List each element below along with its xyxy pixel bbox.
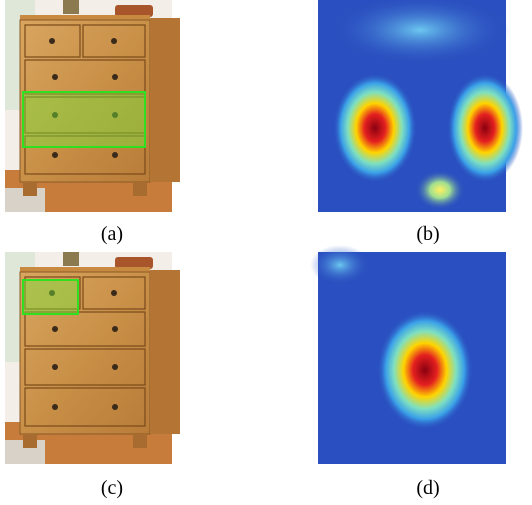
- panel-d-heatmap: [310, 245, 506, 464]
- panel-b-heatmap: [318, 0, 523, 212]
- panel-label: (c): [101, 477, 123, 499]
- panel-label: (d): [416, 477, 439, 499]
- panel-label: (b): [416, 223, 439, 245]
- panel-a-image: [5, 0, 180, 212]
- figure: (a) (b) (c) (d): [0, 0, 532, 505]
- panel-label: (a): [101, 223, 123, 245]
- panel-c-image: [5, 252, 180, 464]
